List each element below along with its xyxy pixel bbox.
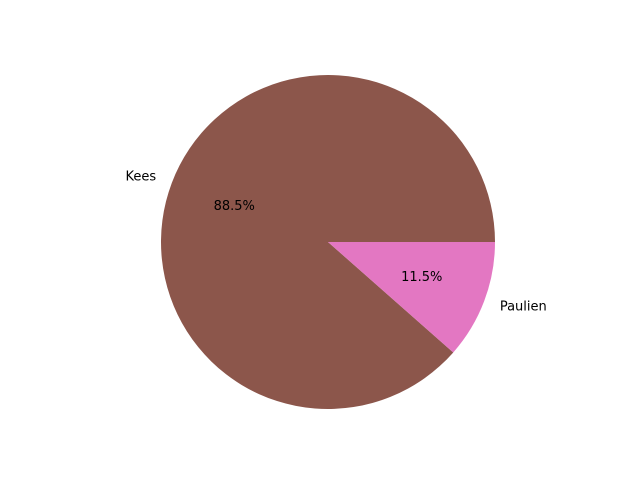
slice-label-paulien: Paulien [500, 299, 547, 314]
pie-slices [161, 75, 496, 410]
pie-slice-kees [161, 75, 496, 410]
percent-label-kees: 88.5% [214, 199, 255, 214]
pie-slice-paulien [328, 242, 495, 353]
slice-label-kees: Kees [126, 170, 157, 185]
percent-label-paulien: 11.5% [401, 270, 442, 285]
pie-labels: Kees 88.5% Paulien 11.5% [126, 170, 547, 315]
